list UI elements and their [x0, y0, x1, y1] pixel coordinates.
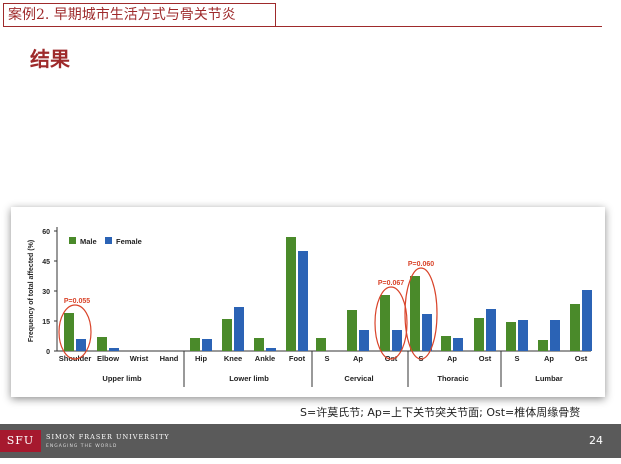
bar-female: [202, 339, 212, 351]
bar-female: [550, 320, 560, 351]
group-label: Upper limb: [102, 374, 142, 383]
bar-male: [254, 338, 264, 351]
y-tick-label: 30: [42, 289, 50, 296]
y-tick-label: 0: [46, 349, 50, 356]
sfu-logo: SFU: [0, 430, 41, 452]
group-label: Lower limb: [229, 374, 269, 383]
p-value-label: P=0.060: [408, 261, 434, 268]
bar-male: [570, 304, 580, 351]
bar-female: [359, 330, 369, 351]
legend-swatch-female: [105, 237, 112, 244]
university-tagline: ENGAGING THE WORLD: [46, 444, 118, 449]
p-value-ellipse: [58, 304, 92, 360]
x-tick-label: Ap: [544, 354, 554, 363]
group-label: Thoracic: [437, 374, 468, 383]
x-tick-label: S: [324, 354, 329, 363]
bar-male: [97, 337, 107, 351]
bar-female: [109, 348, 119, 351]
bar-female: [582, 290, 592, 351]
bar-male: [316, 338, 326, 351]
bar-male: [410, 276, 420, 351]
x-tick-label: Elbow: [97, 354, 119, 363]
page-number: 24: [589, 434, 603, 447]
x-tick-label: Ap: [447, 354, 457, 363]
bar-female: [422, 314, 432, 351]
legend-label-female: Female: [116, 237, 142, 246]
bar-female: [486, 309, 496, 351]
x-tick-label: Hand: [160, 354, 179, 363]
bar-male: [190, 338, 200, 351]
bar-male: [286, 237, 296, 351]
x-tick-label: Ost: [575, 354, 588, 363]
bar-male: [380, 295, 390, 351]
bar-male: [506, 322, 516, 351]
x-tick-label: Hip: [195, 354, 208, 363]
bar-female: [76, 339, 86, 351]
bar-male: [64, 313, 74, 351]
x-tick-label: S: [514, 354, 519, 363]
bar-female: [518, 320, 528, 351]
x-tick-label: Wrist: [130, 354, 149, 363]
y-tick-label: 45: [42, 259, 50, 266]
bar-female: [392, 330, 402, 351]
bar-male: [441, 336, 451, 351]
legend-swatch-male: [69, 237, 76, 244]
x-tick-label: Knee: [224, 354, 242, 363]
bar-female: [453, 338, 463, 351]
university-name: SIMON FRASER UNIVERSITY: [46, 433, 170, 441]
x-tick-label: Foot: [289, 354, 306, 363]
x-tick-label: Ost: [479, 354, 492, 363]
p-value-ellipse: [404, 267, 438, 360]
legend-label-male: Male: [80, 237, 97, 246]
bar-male: [347, 310, 357, 351]
y-tick-label: 60: [42, 229, 50, 236]
bar-male: [474, 318, 484, 351]
bar-female: [298, 251, 308, 351]
chart-figure: 0 15 30 45 60 Frequency of total affected (%)…: [11, 207, 605, 397]
bar-chart: 0 15 30 45 60 Frequency of total affected (%)…: [28, 227, 592, 387]
y-tick-label: 15: [42, 319, 50, 326]
x-tick-label: Ankle: [255, 354, 275, 363]
p-value-ellipse: [374, 286, 408, 360]
p-value-label: P=0.067: [378, 280, 404, 287]
abbreviation-caption: S=许莫氏节; Ap=上下关节突关节面; Ost=椎体周缘骨赘: [300, 406, 581, 419]
footer-bar: SFU SIMON FRASER UNIVERSITY ENGAGING THE…: [0, 424, 621, 458]
bar-male: [222, 319, 232, 351]
y-axis-label: Frequency of total affected (%): [28, 240, 35, 342]
bar-female: [234, 307, 244, 351]
case-title: 案例2. 早期城市生活方式与骨关节炎: [3, 3, 276, 27]
p-value-label: P=0.055: [64, 298, 90, 305]
title-rule: [276, 26, 602, 27]
group-label: Lumbar: [535, 374, 563, 383]
bar-female: [266, 348, 276, 351]
x-tick-label: Ap: [353, 354, 363, 363]
bar-male: [538, 340, 548, 351]
group-label: Cervical: [344, 374, 373, 383]
slide-heading: 结果: [30, 47, 70, 71]
